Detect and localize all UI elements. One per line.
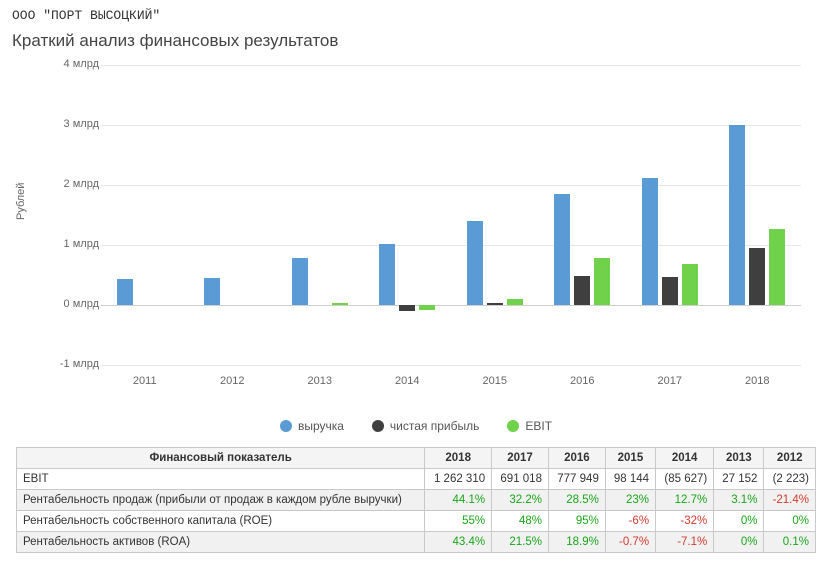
value-cell: 21.5% (492, 532, 549, 553)
table-header-year: 2014 (656, 448, 714, 469)
chart-bar (419, 305, 435, 310)
x-tick-label: 2016 (552, 375, 612, 387)
table-header-year: 2016 (548, 448, 605, 469)
table-row: Рентабельность собственного капитала (RO… (17, 511, 816, 532)
table-row: EBIT1 262 310691 018777 94998 144(85 627… (17, 469, 816, 490)
chart-gridline (101, 305, 801, 306)
value-cell: -7.1% (656, 532, 714, 553)
metric-name-cell: Рентабельность собственного капитала (RO… (17, 511, 425, 532)
x-tick-label: 2017 (640, 375, 700, 387)
y-tick-label: 2 млрд (39, 178, 99, 190)
value-cell: 44.1% (425, 490, 492, 511)
chart-bar (749, 248, 765, 305)
value-cell: 0.1% (764, 532, 816, 553)
y-tick-label: 1 млрд (39, 238, 99, 250)
value-cell: 23% (605, 490, 655, 511)
x-tick-label: 2014 (377, 375, 437, 387)
chart-gridline (101, 245, 801, 246)
table-header-row: Финансовый показатель2018201720162015201… (17, 448, 816, 469)
value-cell: 95% (548, 511, 605, 532)
x-tick-label: 2012 (202, 375, 262, 387)
value-cell: 55% (425, 511, 492, 532)
chart-bar (554, 194, 570, 305)
value-cell: 691 018 (492, 469, 549, 490)
table-row: Рентабельность продаж (прибыли от продаж… (17, 490, 816, 511)
value-cell: 0% (714, 511, 764, 532)
y-axis-title: Рублей (15, 183, 27, 220)
value-cell: 28.5% (548, 490, 605, 511)
value-cell: 48% (492, 511, 549, 532)
table-row: Рентабельность активов (ROA)43.4%21.5%18… (17, 532, 816, 553)
value-cell: 32.2% (492, 490, 549, 511)
table-body: EBIT1 262 310691 018777 94998 144(85 627… (17, 469, 816, 553)
table-header-year: 2013 (714, 448, 764, 469)
chart-gridline (101, 125, 801, 126)
table-header-year: 2017 (492, 448, 549, 469)
x-tick-label: 2018 (727, 375, 787, 387)
y-tick-label: 4 млрд (39, 58, 99, 70)
chart-bar (292, 258, 308, 305)
chart-bar (467, 221, 483, 305)
x-tick-label: 2011 (115, 375, 175, 387)
chart-gridline (101, 65, 801, 66)
y-tick-label: 0 млрд (39, 298, 99, 310)
table-header-year: 2015 (605, 448, 655, 469)
table-header-year: 2018 (425, 448, 492, 469)
chart-bar (204, 278, 220, 305)
financial-table: Финансовый показатель2018201720162015201… (16, 447, 816, 553)
metric-name-cell: Рентабельность активов (ROA) (17, 532, 425, 553)
value-cell: 98 144 (605, 469, 655, 490)
value-cell: 43.4% (425, 532, 492, 553)
value-cell: 12.7% (656, 490, 714, 511)
value-cell: -0.7% (605, 532, 655, 553)
page-title: Краткий анализ финансовых результатов (12, 31, 820, 51)
company-name: ООО "ПОРТ ВЫСОЦКИЙ" (12, 8, 820, 23)
chart-bar (729, 125, 745, 305)
x-tick-label: 2015 (465, 375, 525, 387)
value-cell: -32% (656, 511, 714, 532)
chart-plot-area: 20112012201320142015201620172018 (101, 65, 801, 365)
metric-name-cell: EBIT (17, 469, 425, 490)
chart-bar (117, 279, 133, 305)
value-cell: -21.4% (764, 490, 816, 511)
value-cell: 0% (714, 532, 764, 553)
chart-bar (662, 277, 678, 305)
chart-gridline (101, 185, 801, 186)
financial-chart: Рублей 20112012201320142015201620172018 … (21, 55, 811, 425)
chart-bar (332, 303, 348, 305)
metric-name-cell: Рентабельность продаж (прибыли от продаж… (17, 490, 425, 511)
value-cell: 27 152 (714, 469, 764, 490)
table-header-year: 2012 (764, 448, 816, 469)
value-cell: 777 949 (548, 469, 605, 490)
value-cell: 18.9% (548, 532, 605, 553)
value-cell: (2 223) (764, 469, 816, 490)
value-cell: (85 627) (656, 469, 714, 490)
chart-bar (399, 305, 415, 311)
value-cell: 0% (764, 511, 816, 532)
chart-bar (507, 299, 523, 305)
chart-bar (594, 258, 610, 305)
value-cell: 3.1% (714, 490, 764, 511)
x-tick-label: 2013 (290, 375, 350, 387)
value-cell: 1 262 310 (425, 469, 492, 490)
chart-gridline (101, 365, 801, 366)
chart-bar (379, 244, 395, 305)
chart-bar (574, 276, 590, 305)
value-cell: -6% (605, 511, 655, 532)
chart-bar (642, 178, 658, 305)
chart-bar (769, 229, 785, 305)
chart-bar (682, 264, 698, 305)
table-header-metric: Финансовый показатель (17, 448, 425, 469)
y-tick-label: 3 млрд (39, 118, 99, 130)
chart-bar (487, 303, 503, 305)
y-tick-label: -1 млрд (39, 358, 99, 370)
